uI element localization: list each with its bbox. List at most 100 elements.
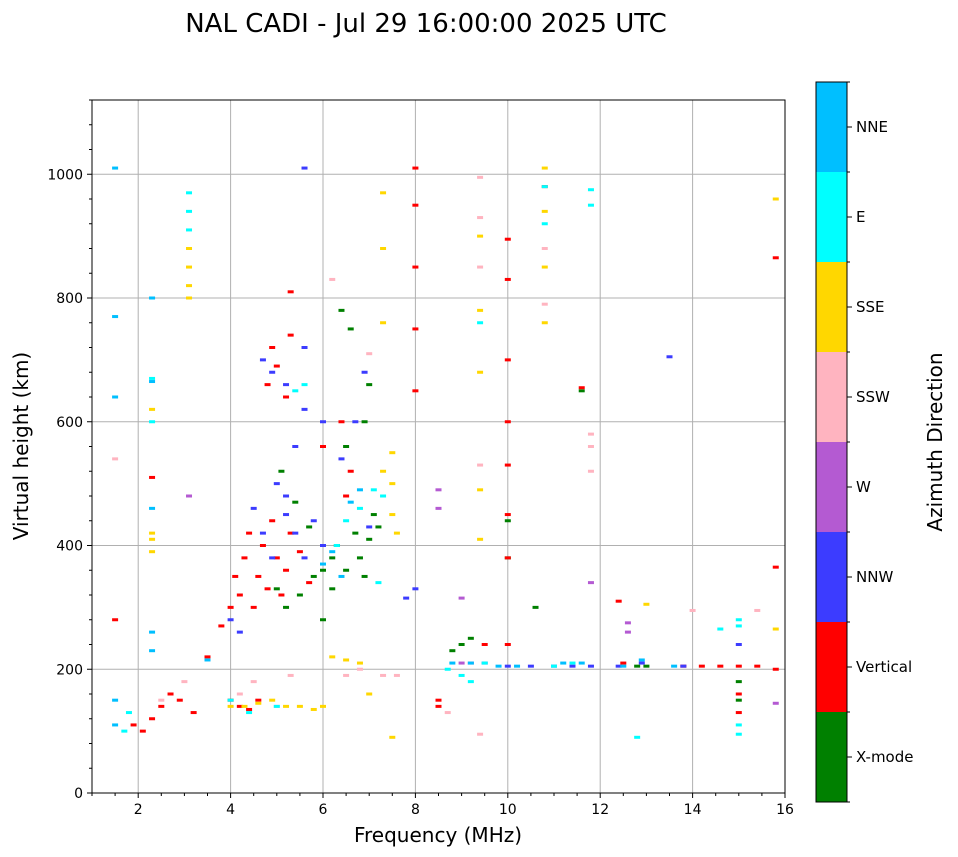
data-point-e <box>273 704 280 708</box>
data-point-e <box>735 624 742 628</box>
data-point-nne <box>320 562 326 566</box>
data-point-x-mode <box>343 568 350 572</box>
data-point-sse <box>356 661 363 665</box>
data-point-nnw <box>638 661 645 665</box>
data-point-vertical <box>296 550 303 554</box>
data-point-vertical <box>158 704 165 708</box>
y-tick-label: 200 <box>56 662 83 678</box>
data-point-ssw <box>329 277 336 281</box>
data-point-nne <box>149 506 156 510</box>
data-point-sse <box>541 166 548 170</box>
data-point-x-mode <box>278 469 285 473</box>
data-point-sse <box>149 537 156 541</box>
data-point-vertical <box>264 587 271 591</box>
y-tick-label: 400 <box>56 539 83 555</box>
data-point-vertical <box>481 643 488 646</box>
data-point-vertical <box>149 717 156 721</box>
data-point-x-mode <box>361 574 368 578</box>
data-point-x-mode <box>366 383 373 387</box>
data-point-e <box>227 698 234 702</box>
data-point-vertical <box>149 475 156 479</box>
data-point-sse <box>477 234 484 238</box>
data-point-sse <box>186 265 193 269</box>
data-point-sse <box>380 247 387 250</box>
data-point-e <box>149 376 156 380</box>
data-point-sse <box>310 707 317 711</box>
data-point-sse <box>389 513 396 517</box>
data-point-sse <box>389 451 396 455</box>
data-point-vertical <box>176 698 183 702</box>
data-point-nnw <box>301 407 308 411</box>
data-point-nne <box>149 649 156 653</box>
data-point-nne <box>356 488 363 492</box>
data-point-sse <box>393 531 400 535</box>
data-point-vertical <box>504 556 511 560</box>
data-point-e <box>292 389 299 393</box>
data-point-vertical <box>412 203 419 207</box>
data-point-vertical <box>504 358 511 362</box>
y-tick-label: 0 <box>74 786 83 802</box>
data-point-x-mode <box>375 525 382 529</box>
data-point-vertical <box>283 395 290 399</box>
colorbar: X-mode Vertical NNW W SSW SSE E NNE <box>815 81 913 803</box>
chart-title: NAL CADI - Jul 29 16:00:00 2025 UTC <box>185 9 667 39</box>
data-point-x-mode <box>504 519 511 523</box>
data-point-sse <box>269 698 276 702</box>
data-point-nnw <box>292 531 299 535</box>
data-point-x-mode <box>306 525 313 529</box>
data-point-nnw <box>283 494 290 498</box>
y-tick-label: 600 <box>56 415 83 431</box>
data-point-w <box>458 661 465 665</box>
colorbar-tick-label: X-mode <box>856 748 913 766</box>
data-point-ssw <box>444 711 451 715</box>
data-point-e <box>541 185 548 189</box>
data-point-nnw <box>569 664 576 668</box>
data-point-ssw <box>541 302 548 306</box>
data-point-nnw <box>320 420 326 424</box>
x-tick-label: 6 <box>319 802 328 818</box>
data-point-w <box>435 488 442 492</box>
data-point-vertical <box>273 556 280 560</box>
data-point-nnw <box>236 630 243 634</box>
data-point-sse <box>643 602 650 606</box>
data-point-sse <box>380 191 387 195</box>
colorbar-frame <box>815 81 848 803</box>
data-point-nne <box>620 664 627 668</box>
x-axis-ticks: 2 4 6 8 10 12 14 16 <box>91 793 794 818</box>
data-point-e <box>246 711 253 715</box>
data-point-sse <box>477 370 484 374</box>
data-point-vertical <box>412 166 419 170</box>
data-point-vertical <box>504 420 511 424</box>
data-point-nnw <box>301 556 308 560</box>
data-point-vertical <box>227 605 234 609</box>
data-point-nnw <box>320 544 326 547</box>
data-point-vertical <box>412 265 419 269</box>
data-point-nne <box>578 661 585 665</box>
data-point-e <box>186 191 193 195</box>
data-point-vertical <box>412 327 419 331</box>
data-point-vertical <box>735 692 742 696</box>
data-point-nne <box>112 166 119 170</box>
data-point-nnw <box>292 445 299 448</box>
data-point-ssw <box>366 352 373 356</box>
data-point-nne <box>149 296 156 300</box>
data-point-vertical <box>246 531 253 535</box>
data-point-e <box>735 732 742 736</box>
data-point-vertical <box>306 581 313 585</box>
data-point-nne <box>560 661 567 665</box>
data-point-ssw <box>587 445 594 448</box>
data-point-x-mode <box>320 568 326 572</box>
data-point-ssw <box>477 265 484 269</box>
data-point-ssw <box>541 247 548 250</box>
colorbar-tick-label: SSE <box>856 298 885 316</box>
colorbar-tick-label: E <box>856 208 865 226</box>
data-point-vertical <box>615 599 622 603</box>
data-point-w <box>435 506 442 510</box>
data-point-vertical <box>412 389 419 393</box>
data-point-ssw <box>380 673 387 677</box>
colorbar-tick-label: NNW <box>856 568 893 586</box>
x-tick-label: 2 <box>134 802 143 818</box>
data-point-nnw <box>301 166 308 170</box>
data-point-nne <box>204 658 211 662</box>
data-point-e <box>735 723 742 727</box>
